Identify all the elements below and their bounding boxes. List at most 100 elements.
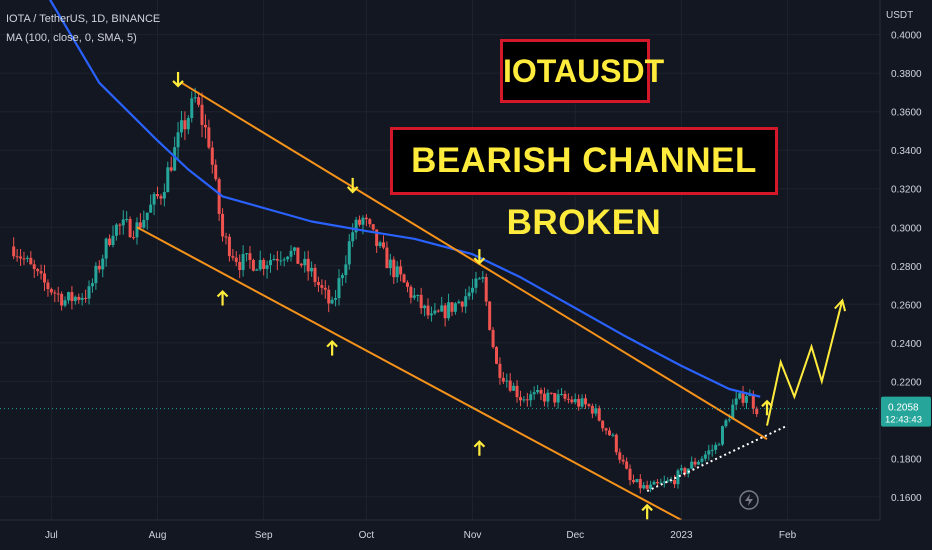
candle-body bbox=[587, 404, 591, 407]
candle-body bbox=[323, 287, 327, 290]
candle-body bbox=[532, 392, 536, 395]
candle-body bbox=[539, 390, 543, 394]
symbol-title[interactable]: IOTA / TetherUS, 1D, BINANCE bbox=[6, 13, 161, 25]
candle-body bbox=[90, 283, 94, 287]
candle-body bbox=[703, 454, 707, 459]
candle-body bbox=[316, 282, 320, 286]
y-tick-label: 0.3800 bbox=[891, 69, 922, 80]
candle-body bbox=[227, 236, 231, 257]
candle-body bbox=[423, 305, 427, 309]
candle-body bbox=[607, 430, 611, 436]
candle-body bbox=[652, 481, 656, 485]
y-tick-label: 0.1800 bbox=[891, 454, 922, 465]
candle-body bbox=[611, 434, 615, 436]
candle-body bbox=[275, 258, 279, 261]
candle-body bbox=[299, 263, 303, 266]
candle-body bbox=[56, 293, 60, 295]
grid-lines bbox=[0, 0, 880, 520]
candle-body bbox=[159, 196, 163, 199]
candle-body bbox=[505, 380, 509, 382]
candle-body bbox=[245, 253, 249, 255]
candle-body bbox=[536, 390, 540, 393]
up-arrow-marker-head bbox=[641, 503, 653, 512]
price-badge-value: 0.2058 bbox=[888, 403, 919, 414]
candle-body bbox=[597, 408, 601, 421]
candle-body bbox=[392, 259, 396, 278]
candle-body bbox=[416, 294, 420, 296]
candle-body bbox=[405, 282, 409, 287]
candle-body bbox=[402, 274, 406, 283]
candle-body bbox=[484, 277, 488, 302]
candle-body bbox=[197, 97, 201, 105]
candle-body bbox=[94, 265, 98, 284]
down-arrow-marker-head bbox=[346, 186, 359, 194]
y-tick-label: 0.3000 bbox=[891, 223, 922, 234]
candle-body bbox=[666, 480, 670, 482]
candle-body bbox=[491, 329, 495, 348]
candle-body bbox=[186, 118, 190, 130]
candle-body bbox=[156, 194, 160, 197]
x-tick-label: Dec bbox=[566, 530, 584, 541]
candle-body bbox=[214, 164, 218, 180]
candle-body bbox=[77, 296, 81, 300]
candle-body bbox=[436, 310, 440, 312]
candle-body bbox=[234, 257, 238, 262]
candle-body bbox=[121, 219, 125, 226]
channel-upper-line bbox=[180, 81, 768, 440]
candle-body bbox=[512, 385, 516, 391]
candle-body bbox=[529, 394, 533, 401]
indicator-legend[interactable]: MA (100, close, 0, SMA, 5) bbox=[6, 32, 137, 44]
x-tick-label: Aug bbox=[149, 530, 167, 541]
up-arrow-marker-head bbox=[473, 440, 486, 448]
candle-body bbox=[200, 104, 204, 125]
candle-body bbox=[755, 408, 759, 415]
candle-body bbox=[604, 428, 608, 431]
currency-label: USDT bbox=[886, 10, 913, 21]
candle-body bbox=[330, 299, 334, 304]
candle-body bbox=[241, 254, 245, 270]
candle-body bbox=[231, 256, 235, 258]
candle-body bbox=[375, 229, 379, 246]
candle-body bbox=[409, 286, 413, 298]
candle-body bbox=[464, 296, 468, 307]
y-tick-label: 0.1600 bbox=[891, 493, 922, 504]
candle-body bbox=[152, 194, 156, 205]
x-tick-label: Jul bbox=[45, 530, 58, 541]
candle-body bbox=[662, 481, 666, 483]
x-tick-label: Oct bbox=[359, 530, 375, 541]
candle-body bbox=[395, 266, 399, 278]
candle-body bbox=[566, 398, 570, 400]
candle-body bbox=[419, 294, 423, 309]
candle-body bbox=[190, 98, 194, 119]
x-tick-label: Feb bbox=[779, 530, 797, 541]
candle-body bbox=[676, 470, 680, 485]
candle-body bbox=[642, 485, 646, 489]
price-badge bbox=[881, 396, 931, 427]
candle-body bbox=[707, 450, 711, 455]
candle-body bbox=[673, 480, 677, 485]
x-tick-label: Nov bbox=[464, 530, 482, 541]
candle-body bbox=[481, 277, 485, 279]
candle-body bbox=[426, 305, 430, 316]
candle-body bbox=[364, 217, 368, 220]
candle-body bbox=[207, 127, 211, 148]
candle-body bbox=[60, 293, 64, 306]
candle-body bbox=[111, 235, 115, 246]
projection-path bbox=[766, 300, 844, 426]
candle-body bbox=[286, 256, 290, 260]
candle-body bbox=[255, 269, 259, 271]
candle-body bbox=[453, 303, 457, 312]
candle-body bbox=[210, 147, 214, 165]
candle-body bbox=[710, 449, 714, 451]
candle-body bbox=[625, 461, 629, 469]
candle-body bbox=[447, 302, 451, 319]
marker-arrows-layer bbox=[172, 71, 773, 520]
candle-body bbox=[717, 444, 721, 446]
candle-body bbox=[114, 224, 118, 236]
candle-body bbox=[203, 124, 207, 128]
candle-body bbox=[368, 219, 372, 225]
y-tick-label: 0.4000 bbox=[891, 31, 922, 42]
candle-body bbox=[553, 393, 557, 403]
